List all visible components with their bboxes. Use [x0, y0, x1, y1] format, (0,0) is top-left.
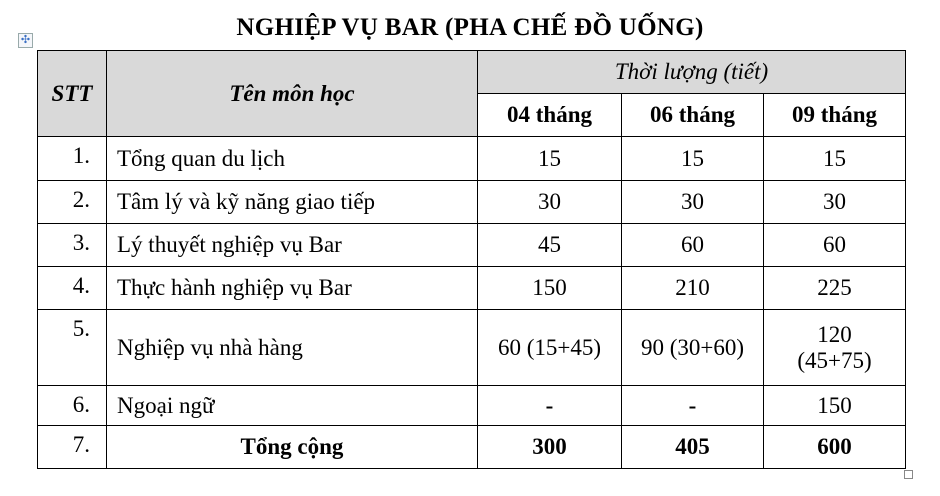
row-value: 60 (15+45) — [477, 309, 622, 386]
row-name: Ngoại ngữ — [106, 385, 478, 426]
row-value: 15 — [621, 136, 764, 181]
row-stt: 5. — [37, 309, 107, 386]
row-name: Tổng cộng — [106, 425, 478, 469]
row-value: 405 — [621, 425, 764, 469]
resize-handle-icon[interactable] — [904, 470, 913, 479]
table-row: 1. Tổng quan du lịch 15 15 15 — [37, 136, 906, 181]
row-name: Tổng quan du lịch — [106, 136, 478, 181]
row-stt: 6. — [37, 385, 107, 426]
row-value: 300 — [477, 425, 622, 469]
move-arrows-icon[interactable]: ✣ — [18, 33, 33, 48]
row-value: 60 — [763, 223, 906, 267]
table-row: 4. Thực hành nghiệp vụ Bar 150 210 225 — [37, 266, 906, 310]
header-9-months: 09 tháng — [763, 93, 906, 137]
row-value-line: (45+75) — [797, 347, 872, 373]
header-6-months: 06 tháng — [621, 93, 764, 137]
header-stt: STT — [37, 50, 107, 137]
table-row: 5. Nghiệp vụ nhà hàng 60 (15+45) 90 (30+… — [37, 309, 906, 386]
row-value: 120 (45+75) — [763, 309, 906, 386]
row-name: Nghiệp vụ nhà hàng — [106, 309, 478, 386]
table-row: 6. Ngoại ngữ - - 150 — [37, 385, 906, 426]
table-row: 3. Lý thuyết nghiệp vụ Bar 45 60 60 — [37, 223, 906, 267]
header-name: Tên môn học — [106, 50, 478, 137]
header-duration: Thời lượng (tiết) — [477, 50, 906, 94]
header-4-months: 04 tháng — [477, 93, 622, 137]
row-value: 60 — [621, 223, 764, 267]
row-value: 30 — [621, 180, 764, 224]
document-title: NGHIỆP VỤ BAR (PHA CHẾ ĐỒ UỐNG) — [236, 14, 704, 41]
row-name: Thực hành nghiệp vụ Bar — [106, 266, 478, 310]
row-stt: 1. — [37, 136, 107, 181]
row-value: 30 — [477, 180, 622, 224]
row-stt: 3. — [37, 223, 107, 267]
curriculum-table: STT Tên môn học Thời lượng (tiết) 04 thá… — [37, 50, 906, 469]
row-value: 225 — [763, 266, 906, 310]
row-value: 150 — [763, 385, 906, 426]
row-value: 30 — [763, 180, 906, 224]
row-value: 150 — [477, 266, 622, 310]
table-row-total: 7. Tổng cộng 300 405 600 — [37, 425, 906, 469]
row-stt: 4. — [37, 266, 107, 310]
table-row: 2. Tâm lý và kỹ năng giao tiếp 30 30 30 — [37, 180, 906, 224]
row-value: 45 — [477, 223, 622, 267]
row-value: - — [621, 385, 764, 426]
row-name: Lý thuyết nghiệp vụ Bar — [106, 223, 478, 267]
row-value: 600 — [763, 425, 906, 469]
row-stt: 7. — [37, 425, 107, 469]
row-name: Tâm lý và kỹ năng giao tiếp — [106, 180, 478, 224]
row-value: 15 — [763, 136, 906, 181]
row-value: 90 (30+60) — [621, 309, 764, 386]
row-stt: 2. — [37, 180, 107, 224]
row-value-line: 120 — [817, 321, 852, 347]
row-value: - — [477, 385, 622, 426]
row-value: 15 — [477, 136, 622, 181]
row-value: 210 — [621, 266, 764, 310]
